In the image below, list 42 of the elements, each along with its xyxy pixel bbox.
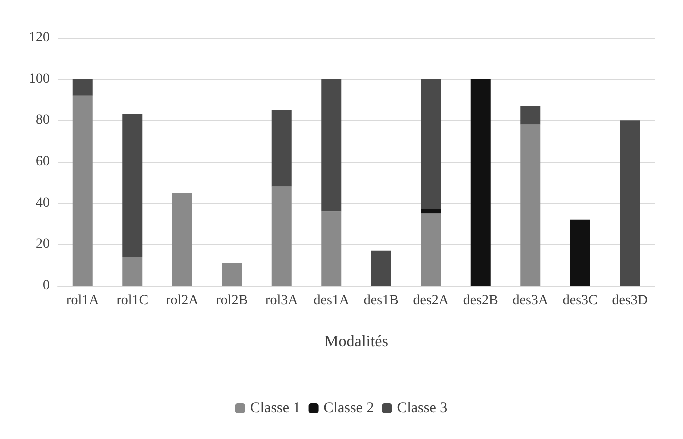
- y-tick-label: 80: [36, 113, 50, 128]
- x-tick-label: des1A: [314, 294, 350, 308]
- bar: [222, 263, 242, 286]
- bar: [172, 193, 192, 286]
- x-tick-label: rol3A: [266, 294, 300, 308]
- bar: [122, 257, 143, 286]
- bar: [322, 79, 342, 212]
- bar: [72, 96, 93, 286]
- legend-label: Classe 1: [250, 400, 301, 416]
- x-tick-label: des2A: [413, 294, 450, 308]
- y-tick-label: 40: [36, 196, 50, 211]
- bar: [470, 79, 491, 286]
- bar: [272, 110, 292, 187]
- legend-label: Classe 2: [324, 400, 374, 416]
- x-tick-label: rol1C: [116, 294, 149, 308]
- bar: [322, 212, 342, 286]
- x-tick-label: rol2A: [166, 294, 200, 308]
- x-tick-label: rol2B: [216, 294, 248, 308]
- y-tick-label: 60: [36, 154, 50, 170]
- bar: [371, 250, 392, 286]
- y-tick-label: 100: [29, 72, 50, 87]
- bar: [421, 214, 442, 286]
- bar: [421, 210, 442, 214]
- bar: [272, 186, 292, 286]
- bar: [122, 114, 143, 258]
- y-tick-label: 0: [43, 278, 50, 294]
- x-axis-title: Modalités: [324, 334, 388, 350]
- bar: [520, 106, 541, 125]
- bar: [421, 79, 442, 210]
- bar: [620, 120, 640, 286]
- x-tick-label: des3C: [562, 294, 598, 308]
- x-tick-label: des3A: [512, 294, 550, 308]
- bar: [72, 79, 93, 96]
- y-tick-label: 20: [36, 237, 50, 252]
- x-tick-label: des3D: [612, 294, 648, 308]
- y-tick-label: 120: [29, 30, 50, 46]
- x-tick-label: des2B: [463, 294, 498, 308]
- x-tick-label: rol1A: [66, 294, 100, 308]
- bar: [520, 124, 541, 286]
- x-tick-label: des1B: [364, 294, 399, 308]
- bar: [570, 220, 590, 286]
- legend-label: Classe 3: [397, 400, 448, 416]
